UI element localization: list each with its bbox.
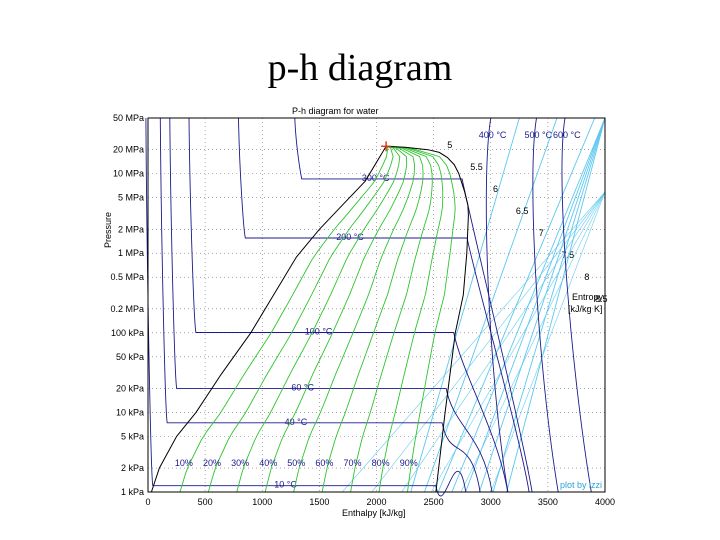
x-axis-label: Enthalpy [kJ/kg] (342, 508, 406, 518)
x-tick-label: 4000 (595, 497, 615, 507)
entropy-line (478, 117, 606, 493)
quality-line (321, 145, 424, 493)
quality-label: 30% (231, 458, 249, 468)
isotherm-line (238, 117, 530, 493)
isotherm-line (159, 117, 481, 493)
quality-lines: 10% 20% 30% 40% 50% 60% 70% 80% 90% (175, 145, 456, 493)
plot-frame (147, 117, 606, 493)
quality-label: 60% (315, 458, 333, 468)
entropy-line (437, 117, 596, 493)
x-tick-label: 3000 (481, 497, 501, 507)
isotherm-label: 600 °C (553, 130, 581, 140)
y-tick-label: 0.2 MPa (110, 304, 144, 314)
x-tick-label: 1000 (252, 497, 272, 507)
quality-label: 40% (259, 458, 277, 468)
y-tick-label: 10 kPa (116, 407, 144, 417)
quality-line (386, 145, 456, 493)
x-tick-label: 0 (145, 497, 150, 507)
y-tick-label: 20 MPa (113, 145, 144, 155)
isotherm-line (532, 117, 559, 493)
y-tick-label: 5 MPa (118, 193, 144, 203)
entropy-legend-unit: [kJ/kg K] (568, 304, 603, 314)
isotherm-line (561, 117, 592, 493)
entropy-label: 7 (539, 228, 544, 238)
quality-line (207, 145, 394, 493)
x-axis-ticks: 0 500 1000 1500 2000 2500 3000 3500 4000 (145, 497, 615, 507)
isotherm-label: 400 °C (479, 130, 507, 140)
quality-line (378, 145, 444, 493)
entropy-line (465, 117, 606, 493)
slide-title: p-h diagram (267, 47, 453, 89)
entropy-line (410, 117, 520, 493)
x-tick-label: 2000 (366, 497, 386, 507)
isotherm-line (485, 117, 509, 493)
quality-line (350, 145, 433, 493)
chart-title: P-h diagram for water (292, 106, 379, 116)
entropy-label: 7.5 (562, 250, 575, 260)
y-tick-label: 5 kPa (121, 431, 144, 441)
y-axis-label: Pressure (103, 212, 113, 248)
critical-point-marker (381, 141, 392, 152)
entropy-line (490, 191, 606, 493)
y-tick-label: 0.5 MPa (110, 272, 144, 282)
isotherm-label: 100 °C (305, 327, 333, 337)
isotherm-line (169, 117, 493, 493)
entropy-label: 5 (447, 140, 452, 150)
y-tick-label: 2 MPa (118, 224, 144, 234)
entropy-label: 8.5 (595, 294, 608, 304)
isotherm-label: 500 °C (525, 130, 553, 140)
x-tick-label: 500 (198, 497, 213, 507)
quality-label: 20% (203, 458, 221, 468)
y-axis-ticks: 50 MPa 20 MPa 10 MPa 5 MPa 2 MPa 1 MPa 0.5 MPa… (110, 113, 144, 497)
quality-line (264, 145, 408, 493)
entropy-line (430, 191, 606, 493)
y-tick-label: 1 MPa (118, 248, 144, 258)
isotherm-line (145, 117, 467, 497)
isotherm-line (188, 117, 509, 493)
entropy-label: 5.5 (470, 162, 483, 172)
x-tick-label: 3500 (538, 497, 558, 507)
isotherm-label: 60 °C (291, 382, 314, 392)
y-tick-label: 50 kPa (116, 352, 144, 362)
y-tick-label: 50 MPa (113, 113, 144, 123)
entropy-label: 8 (584, 272, 589, 282)
isotherm-label: 200 °C (336, 232, 364, 242)
quality-line (293, 145, 416, 493)
quality-label: 50% (287, 458, 305, 468)
quality-line (179, 145, 389, 493)
entropy-line (341, 191, 606, 493)
isotherm-line (294, 117, 533, 493)
saturation-dome (150, 145, 469, 493)
x-tick-label: 1500 (309, 497, 329, 507)
y-tick-label: 20 kPa (116, 383, 144, 393)
y-tick-label: 100 kPa (111, 328, 144, 338)
entropy-line (492, 117, 606, 493)
isotherm-label: 10 °C (274, 480, 297, 490)
quality-line (236, 145, 401, 493)
x-tick-label: 2500 (424, 497, 444, 507)
quality-label: 90% (400, 458, 418, 468)
y-tick-label: 10 MPa (113, 169, 144, 179)
entropy-line (401, 191, 606, 493)
entropy-legend: Entropy [kJ/kg K] (568, 292, 604, 314)
quality-label: 70% (344, 458, 362, 468)
entropy-line (460, 191, 606, 493)
entropy-lines: 5 5.5 6 6.5 7 7.5 8 8.5 (341, 117, 608, 493)
quality-label: 80% (372, 458, 390, 468)
entropy-label: 6.5 (516, 206, 529, 216)
y-tick-label: 1 kPa (121, 487, 144, 497)
entropy-legend-title: Entropy (572, 292, 604, 302)
entropy-line (506, 117, 606, 493)
entropy-line (371, 191, 606, 493)
quality-label: 10% (175, 458, 193, 468)
entropy-label: 6 (493, 184, 498, 194)
isotherm-label: 40 °C (285, 417, 308, 427)
plot-credit: plot by izzi (560, 480, 602, 490)
y-tick-label: 2 kPa (121, 463, 144, 473)
